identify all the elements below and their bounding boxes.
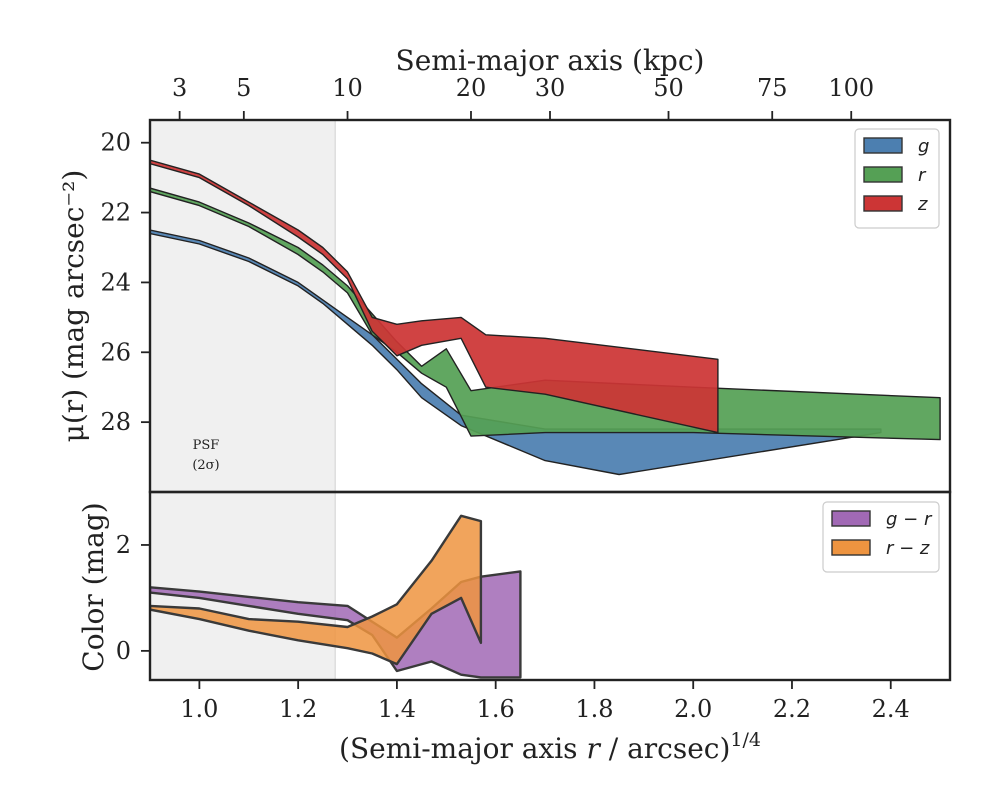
psf-shaded-region [150,120,336,680]
legend-swatch-r [863,166,903,183]
x-tick-label: 2.2 [773,695,811,723]
legend-label-g: g [918,136,929,157]
x-tick-label: 1.6 [477,695,515,723]
legend-swatch-rz [831,539,871,556]
top-axis-tick-label: 3 [172,74,187,102]
psf-sigma-label: (2σ) [192,458,219,473]
lower-y-axis-title: Color (mag) [77,502,110,671]
legend-swatch-g [863,137,903,154]
legend-swatch-z [863,195,903,212]
upper-y-tick-label: 22 [100,199,131,227]
upper-y-axis-title: μ(r) (mag arcsec⁻²) [57,170,90,443]
band-gr [150,570,522,679]
band-z [150,159,719,434]
top-axis-title: Semi-major axis (kpc) [396,44,705,77]
upper-y-tick-label: 20 [100,129,131,157]
lower-panel-frame [148,490,952,682]
top-axis-tick-label: 50 [653,74,684,102]
psf-label: PSF [193,438,220,453]
upper-y-tick-label: 26 [100,338,131,366]
legend-label-rz: r − z [886,538,930,559]
upper-y-tick-label: 28 [100,408,131,436]
legend-label-gr: g − r [886,509,933,530]
lower-y-tick-label: 2 [116,531,131,559]
legend-label-r: r [918,165,927,186]
x-tick-label: 1.0 [180,695,218,723]
top-axis-tick-label: 5 [236,74,251,102]
upper-y-tick-label: 24 [100,268,131,296]
top-axis-tick-label: 30 [535,74,566,102]
upper-panel-bands [150,159,941,476]
top-axis-tick-label: 75 [757,74,788,102]
top-axis-tick-label: 10 [332,74,363,102]
legend-label-z: z [917,194,928,215]
lower-y-tick-label: 0 [116,637,131,665]
x-tick-label: 1.4 [378,695,416,723]
legend-swatch-gr [831,510,871,527]
x-axis-title: (Semi-major axis r / arcsec)1/4 [339,729,761,765]
x-tick-label: 2.0 [674,695,712,723]
x-tick-label: 1.2 [279,695,317,723]
top-axis-tick-label: 100 [828,74,874,102]
top-axis-tick-label: 20 [456,74,487,102]
x-tick-label: 2.4 [872,695,910,723]
lower-panel-bands [150,514,522,679]
x-tick-label: 1.8 [575,695,613,723]
band-rz [150,514,483,666]
